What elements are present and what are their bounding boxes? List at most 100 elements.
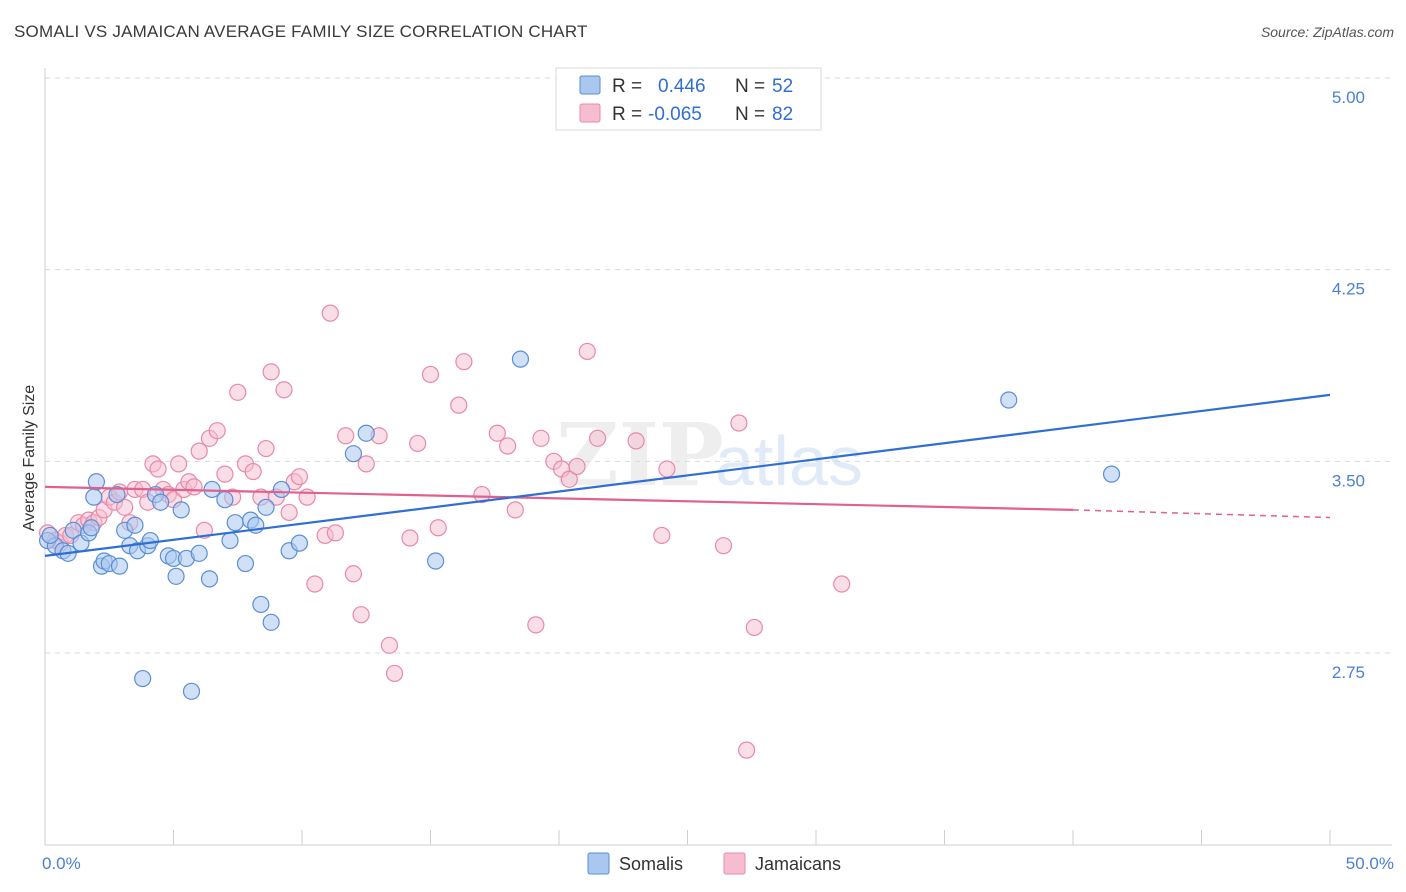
- x-tick-label: 50.0%: [1346, 854, 1394, 873]
- jamaicans-point: [532, 429, 550, 447]
- trend-lines: [44, 393, 1331, 557]
- jamaicans-point: [568, 457, 586, 476]
- jamaicans-point: [262, 363, 280, 381]
- somalis-point: [511, 350, 530, 368]
- legend-r-label-1: R =: [612, 76, 642, 97]
- legend-r-value-2: -0.065: [648, 104, 702, 125]
- axes: [44, 68, 1392, 846]
- jamaicans-point: [429, 519, 447, 537]
- somalis-point: [152, 493, 170, 511]
- somalis-point: [167, 567, 185, 585]
- jamaicans-point: [149, 460, 167, 478]
- jamaicans-point: [208, 422, 226, 440]
- somalis-point: [344, 445, 362, 463]
- legend-r-value-1: 0.446: [658, 76, 706, 97]
- y-axis-title: Average Family Size: [21, 385, 38, 532]
- jamaicans-trend-line: [44, 485, 1074, 511]
- somalis-point: [108, 485, 126, 504]
- jamaicans-point: [385, 664, 404, 683]
- somalis-point: [190, 544, 208, 562]
- somalis-point: [1000, 391, 1018, 409]
- somalis-point: [236, 554, 255, 573]
- somalis-point: [262, 613, 280, 631]
- somalis-point: [290, 534, 309, 552]
- somalis-point: [134, 669, 152, 688]
- tick-labels: 2.75 3.50 4.25 5.00 0.0% 50.0%: [42, 88, 1394, 873]
- jamaicans-point: [455, 353, 473, 371]
- somalis-point: [221, 531, 239, 550]
- jamaicans-point: [306, 575, 324, 593]
- somalis-point: [172, 501, 190, 519]
- jamaicans-point: [653, 526, 671, 545]
- jamaicans-point: [280, 503, 298, 522]
- somalis-series-swatch: [587, 852, 610, 875]
- jamaicans-point: [560, 470, 578, 488]
- somalis-point: [87, 473, 106, 491]
- jamaicans-point: [488, 424, 506, 442]
- y-tick-label: 3.50: [1332, 471, 1365, 490]
- legend-n-value-2: 82: [772, 104, 793, 125]
- jamaicans-point: [275, 381, 293, 399]
- jamaicans-point: [380, 636, 398, 654]
- jamaicans-point: [730, 414, 748, 432]
- chart-title: SOMALI VS JAMAICAN AVERAGE FAMILY SIZE C…: [14, 22, 588, 41]
- y-tick-label: 4.25: [1332, 280, 1365, 299]
- watermark-zip: ZIP: [556, 405, 724, 506]
- somalis-point: [126, 516, 144, 534]
- somalis-points: [38, 350, 1121, 700]
- jamaicans-point: [116, 498, 134, 516]
- legend-r-label-2: R =: [612, 104, 642, 125]
- jamaicans-point: [357, 455, 375, 473]
- somalis-series-label: Somalis: [619, 854, 683, 874]
- jamaicans-point: [185, 478, 203, 496]
- jamaicans-point: [588, 429, 607, 447]
- jamaicans-series-label: Jamaicans: [755, 854, 841, 874]
- somalis-trend-line: [44, 393, 1331, 557]
- somalis-point: [252, 595, 270, 614]
- somalis-point: [226, 514, 244, 532]
- somalis-point: [82, 519, 100, 537]
- jamaicans-point: [298, 488, 316, 506]
- jamaicans-point: [506, 501, 524, 519]
- legend-n-value-1: 52: [772, 76, 793, 97]
- jamaicans-point: [745, 618, 763, 637]
- somalis-point: [1102, 465, 1121, 483]
- jamaicans-point: [337, 427, 355, 445]
- jamaicans-point: [321, 304, 339, 322]
- somalis-point: [85, 488, 103, 506]
- jamaicans-point: [421, 365, 440, 384]
- source-label: Source: ZipAtlas.com: [1260, 24, 1394, 40]
- x-tick-label: 0.0%: [42, 854, 81, 873]
- jamaicans-point: [738, 741, 756, 759]
- jamaicans-point: [658, 460, 676, 478]
- jamaicans-point: [499, 437, 517, 455]
- legend-n-label-2: N =: [735, 104, 765, 125]
- watermark: ZIP atlas: [556, 405, 863, 506]
- somalis-point: [427, 552, 445, 570]
- jamaicans-point: [257, 439, 275, 458]
- jamaicans-point: [833, 575, 851, 593]
- jamaicans-series-swatch: [723, 852, 746, 875]
- y-tick-label: 2.75: [1332, 663, 1365, 682]
- jamaicans-points: [38, 304, 851, 759]
- jamaicans-point: [216, 465, 234, 483]
- jamaicans-point: [401, 529, 419, 547]
- jamaicans-point: [326, 524, 345, 542]
- jamaicans-point: [527, 616, 545, 634]
- jamaicans-point: [344, 565, 362, 583]
- somalis-point: [257, 498, 275, 516]
- somalis-point: [182, 682, 201, 700]
- jamaicans-point: [578, 342, 596, 361]
- jamaicans-point: [627, 432, 645, 450]
- jamaicans-point: [244, 462, 262, 481]
- jamaicans-point: [714, 537, 733, 555]
- somalis-point: [110, 557, 129, 575]
- somalis-point: [272, 480, 291, 499]
- somalis-point: [357, 424, 375, 442]
- somalis-point: [41, 526, 59, 545]
- jamaicans-legend-swatch: [579, 103, 601, 123]
- jamaicans-trend-extension: [1072, 509, 1331, 519]
- jamaicans-point: [473, 485, 491, 504]
- legend-n-label-1: N =: [735, 76, 765, 97]
